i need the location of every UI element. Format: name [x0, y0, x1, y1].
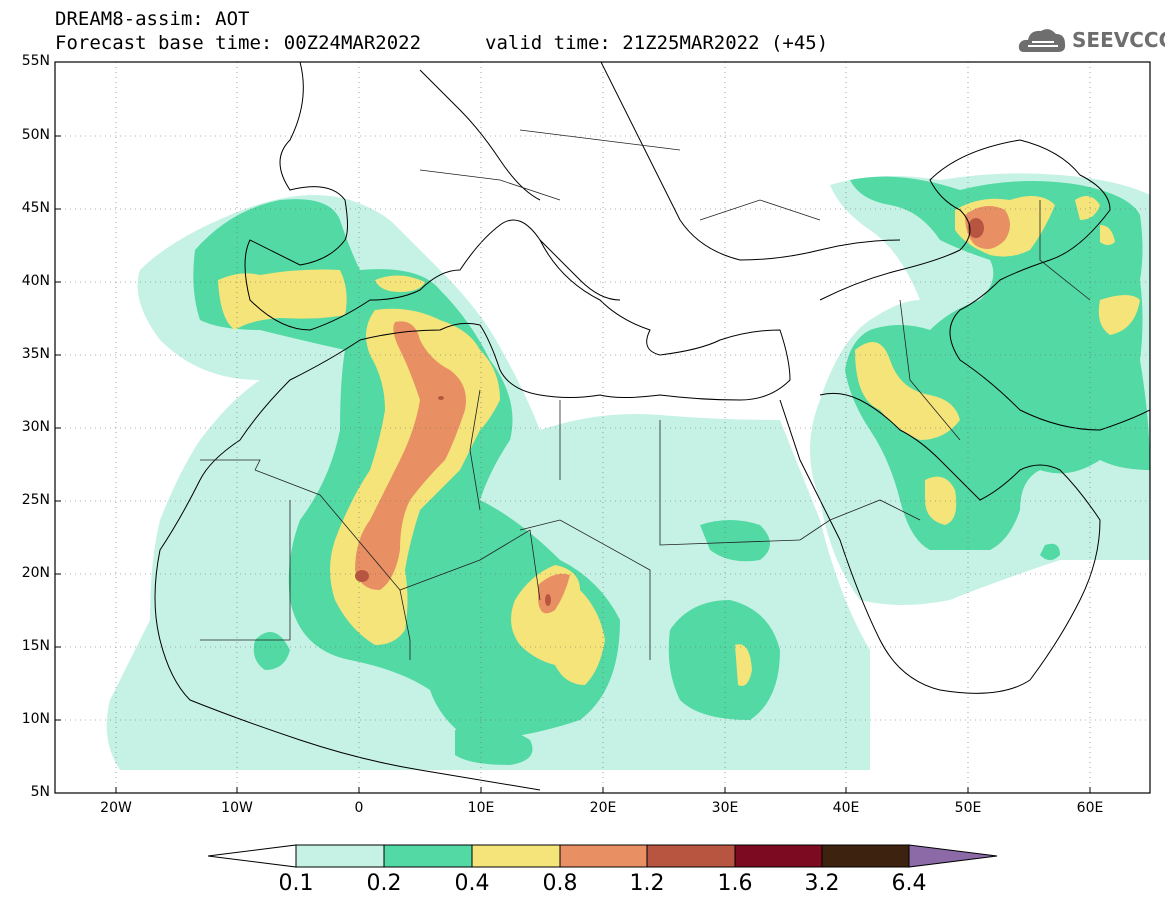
lon-label: 60E: [1076, 800, 1104, 816]
lat-label: 45N: [21, 200, 50, 216]
forecast-base-time: Forecast base time: 00Z24MAR2022: [55, 32, 422, 54]
lat-label: 20N: [21, 565, 50, 581]
colorbar-under-arrow: [207, 844, 297, 868]
colorbar-bin-0.1: [295, 844, 385, 868]
lat-label: 5N: [30, 784, 50, 800]
map-grid: [55, 62, 1150, 793]
colorbar-label: 1.6: [717, 871, 753, 896]
lon-label: 10E: [467, 800, 495, 816]
lon-label: 20E: [589, 800, 617, 816]
map-title: DREAM8-assim: AOT: [55, 8, 250, 30]
colorbar-bin-0.8: [559, 844, 648, 868]
coastlines: [154, 62, 1150, 791]
lon-label: 20W: [100, 800, 132, 816]
colorbar-label: 6.4: [891, 871, 927, 896]
colorbar-label: 0.4: [454, 871, 490, 896]
colorbar-over-arrow: [908, 844, 998, 868]
colorbar-label: 3.2: [804, 871, 840, 896]
country-borders: [200, 129, 1091, 660]
lon-label: 40E: [832, 800, 860, 816]
lat-label: 50N: [21, 127, 50, 143]
colorbar-bin-1.6: [734, 844, 823, 868]
lat-label: 55N: [21, 53, 50, 69]
cloud-icon: [1018, 29, 1066, 52]
colorbar: [207, 844, 998, 868]
lat-label: 30N: [21, 419, 50, 435]
colorbar-label: 0.8: [542, 871, 578, 896]
colorbar-bin-0.2: [383, 844, 473, 868]
colorbar-bin-1.2: [646, 844, 736, 868]
colorbar-label: 0.1: [278, 871, 314, 896]
colorbar-bin-0.4: [471, 844, 561, 868]
colorbar-label: 0.2: [366, 871, 402, 896]
aot-level-1.2: [355, 218, 984, 606]
lat-label: 15N: [21, 638, 50, 654]
lon-label: 50E: [954, 800, 982, 816]
colorbar-bin-3.2: [821, 844, 910, 868]
colorbar-label: 1.2: [629, 871, 665, 896]
axis-ticks: [55, 61, 1091, 794]
valid-time: valid time: 21Z25MAR2022 (+45): [485, 32, 829, 54]
lon-label: 0: [354, 800, 364, 816]
lon-label: 10W: [221, 800, 253, 816]
lat-label: 10N: [21, 711, 50, 727]
brand-logo-text: SEEVCCC: [1072, 28, 1165, 52]
lat-label: 35N: [21, 346, 50, 362]
lat-label: 40N: [21, 273, 50, 289]
lat-label: 25N: [21, 492, 50, 508]
lon-label: 30E: [711, 800, 739, 816]
